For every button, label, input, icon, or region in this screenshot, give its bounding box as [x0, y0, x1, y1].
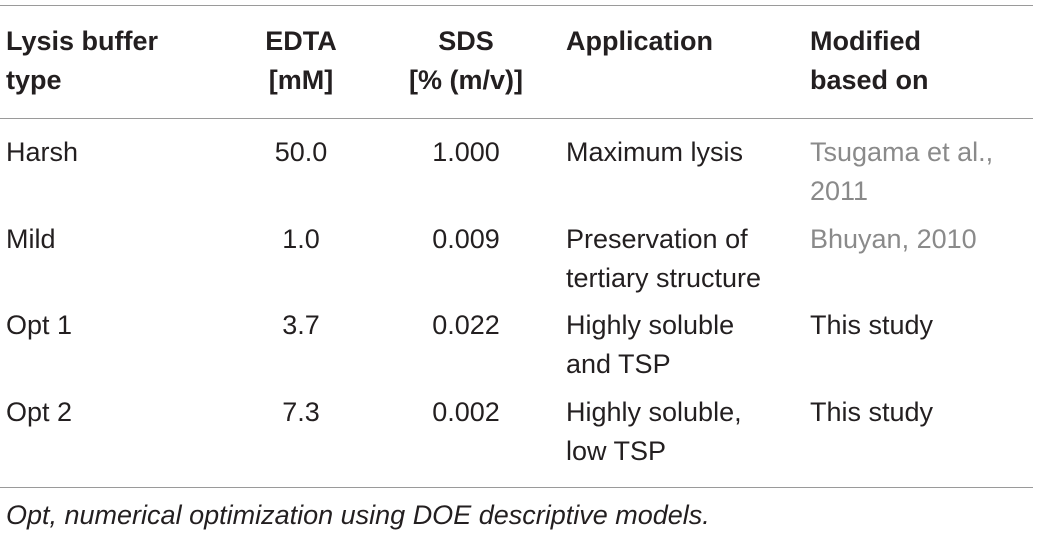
cell-application: Maximum lysis	[566, 137, 744, 167]
cell-application: Highly soluble and TSP	[566, 310, 735, 379]
header-edta: EDTA [mM]	[265, 26, 337, 95]
cell-edta: 50.0	[274, 137, 328, 167]
cell-reference: This study	[810, 397, 934, 427]
cell-buffer-type: Mild	[6, 224, 56, 254]
table-footnote: Opt, numerical optimization using DOE de…	[6, 500, 710, 530]
cell-sds: 1.000	[432, 137, 500, 167]
cell-reference: This study	[810, 310, 934, 340]
cell-buffer-type: Harsh	[6, 137, 79, 167]
header-application: Application	[566, 26, 713, 56]
cell-buffer-type: Opt 1	[6, 310, 73, 340]
cell-edta: 3.7	[282, 310, 320, 340]
cell-reference-citation[interactable]: Bhuyan, 2010	[810, 224, 977, 254]
header-separator-rule	[0, 118, 1033, 119]
header-modified-based-on: Modified based on	[810, 26, 929, 95]
cell-edta: 1.0	[282, 224, 320, 254]
cell-buffer-type: Opt 2	[6, 397, 73, 427]
header-lysis-buffer-type: Lysis buffer type	[6, 26, 159, 95]
cell-sds: 0.009	[432, 224, 500, 254]
table-bottom-rule	[0, 487, 1033, 488]
cell-reference-citation[interactable]: Tsugama et al., 2011	[810, 137, 994, 206]
table-top-rule	[0, 5, 1033, 6]
header-sds: SDS [% (m/v)]	[409, 26, 523, 95]
cell-sds: 0.022	[432, 310, 500, 340]
cell-sds: 0.002	[432, 397, 500, 427]
cell-application: Highly soluble, low TSP	[566, 397, 742, 466]
cell-application: Preservation of tertiary structure	[566, 224, 762, 293]
cell-edta: 7.3	[282, 397, 320, 427]
